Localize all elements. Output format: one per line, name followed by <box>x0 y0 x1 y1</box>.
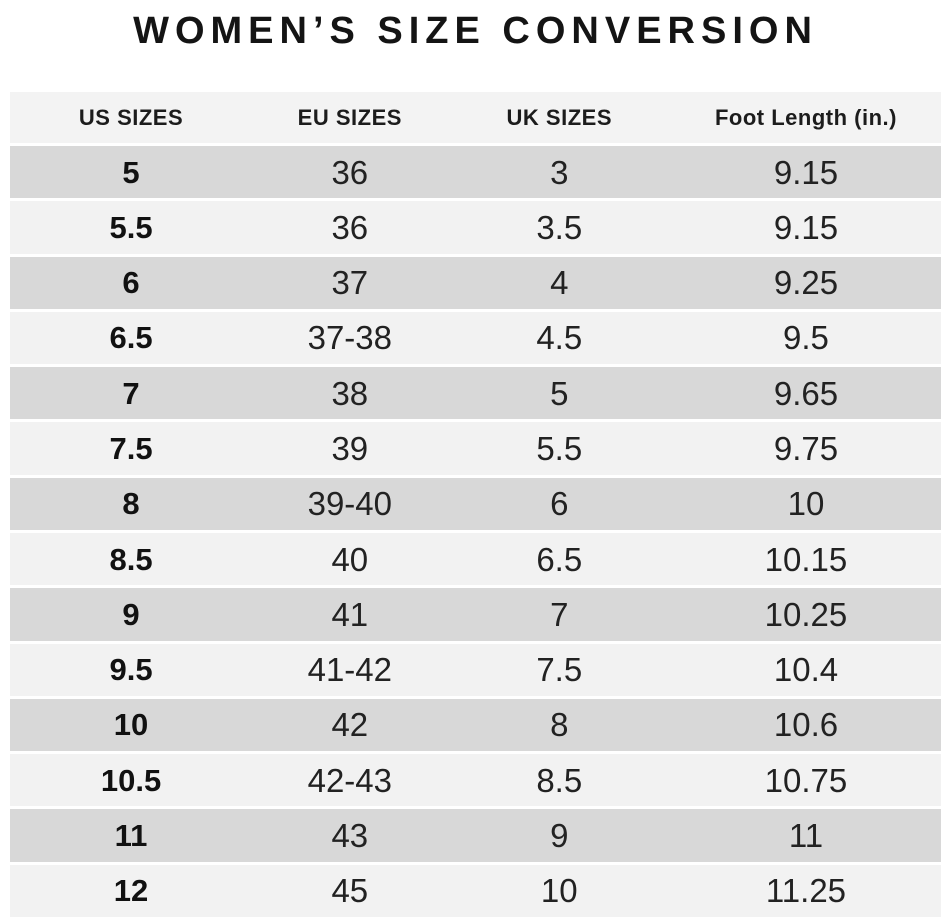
table-row: 7.5 39 5.5 9.75 <box>10 419 941 475</box>
foot-length-cell: 10.25 <box>764 595 848 633</box>
foot-length-cell: 11.25 <box>765 872 847 910</box>
eu-size-cell: 41 <box>331 595 369 633</box>
foot-length-cell: 9.65 <box>773 374 839 412</box>
foot-length-cell: 11 <box>788 817 824 855</box>
table-row: 10 42 8 10.6 <box>10 695 941 752</box>
foot-length-cell: 10.75 <box>764 761 848 799</box>
eu-size-cell: 40 <box>331 540 369 578</box>
eu-size-cell: 37 <box>331 264 369 302</box>
us-size-cell: 9.5 <box>109 652 153 688</box>
us-size-cell: 8.5 <box>109 541 153 577</box>
foot-length-cell: 10.6 <box>773 706 839 744</box>
table-row: 7 38 5 9.65 <box>10 364 941 420</box>
eu-size-cell: 36 <box>331 208 369 246</box>
uk-size-cell: 5 <box>550 374 569 412</box>
foot-length-cell: 9.15 <box>773 208 839 246</box>
us-size-cell: 5.5 <box>109 209 153 245</box>
us-size-cell: 10.5 <box>100 762 162 798</box>
foot-length-cell: 10.4 <box>773 651 839 689</box>
uk-size-cell: 5.5 <box>536 430 583 468</box>
size-conversion-table: US SIZES EU SIZES UK SIZES Foot Length (… <box>10 92 941 917</box>
eu-size-cell: 39-40 <box>307 485 392 523</box>
us-size-cell: 7 <box>122 375 140 411</box>
us-size-cell: 10 <box>113 707 149 743</box>
table-row: 6.5 37-38 4.5 9.5 <box>10 308 941 365</box>
us-size-cell: 11 <box>114 818 148 854</box>
foot-length-cell: 9.75 <box>773 430 839 468</box>
eu-size-cell: 42 <box>331 706 369 744</box>
eu-size-cell: 43 <box>331 817 369 855</box>
uk-size-cell: 3 <box>550 153 569 191</box>
uk-size-cell: 7 <box>550 595 569 633</box>
table-row: 5.5 36 3.5 9.15 <box>10 198 941 254</box>
eu-size-cell: 38 <box>331 374 369 412</box>
table-row: 8.5 40 6.5 10.15 <box>10 529 941 586</box>
foot-length-cell: 9.15 <box>773 153 839 191</box>
us-size-cell: 5 <box>122 154 140 190</box>
table-row: 8 39-40 6 10 <box>10 474 941 530</box>
table-row: 6 37 4 9.25 <box>10 253 941 309</box>
table-row: 5 36 3 9.15 <box>10 143 941 199</box>
uk-size-cell: 10 <box>540 872 578 910</box>
uk-size-cell: 8 <box>550 706 569 744</box>
foot-length-cell: 10 <box>787 485 825 523</box>
us-size-cell: 8 <box>122 486 140 522</box>
eu-size-cell: 37-38 <box>307 319 392 357</box>
table-row: 9 41 7 10.25 <box>10 585 941 641</box>
page-title: WOMEN’S SIZE CONVERSION <box>133 10 818 52</box>
uk-size-cell: 9 <box>550 817 569 855</box>
uk-size-cell: 3.5 <box>536 208 583 246</box>
header-foot-length: Foot Length (in.) <box>714 104 897 130</box>
header-eu-sizes: EU SIZES <box>297 104 402 130</box>
us-size-cell: 12 <box>113 873 149 909</box>
foot-length-cell: 9.5 <box>783 319 829 357</box>
foot-length-cell: 10.15 <box>764 540 848 578</box>
eu-size-cell: 45 <box>331 872 369 910</box>
table-row: 11 43 9 11 <box>10 806 941 862</box>
uk-size-cell: 6 <box>550 485 569 523</box>
header-uk-sizes: UK SIZES <box>506 104 612 130</box>
eu-size-cell: 42-43 <box>307 761 392 799</box>
table-header-row: US SIZES EU SIZES UK SIZES Foot Length (… <box>10 92 941 143</box>
eu-size-cell: 41-42 <box>307 651 392 689</box>
table-row: 10.5 42-43 8.5 10.75 <box>10 751 941 807</box>
us-size-cell: 6 <box>122 265 140 301</box>
table-row: 12 45 10 11.25 <box>10 861 941 917</box>
eu-size-cell: 39 <box>331 430 369 468</box>
eu-size-cell: 36 <box>331 153 369 191</box>
uk-size-cell: 4 <box>550 264 569 302</box>
foot-length-cell: 9.25 <box>773 264 839 302</box>
uk-size-cell: 7.5 <box>536 651 583 689</box>
uk-size-cell: 8.5 <box>536 761 583 799</box>
uk-size-cell: 6.5 <box>536 540 583 578</box>
us-size-cell: 7.5 <box>109 431 153 467</box>
table-row: 9.5 41-42 7.5 10.4 <box>10 640 941 696</box>
us-size-cell: 6.5 <box>109 320 153 356</box>
header-us-sizes: US SIZES <box>78 104 184 130</box>
uk-size-cell: 4.5 <box>536 319 583 357</box>
us-size-cell: 9 <box>122 596 140 632</box>
